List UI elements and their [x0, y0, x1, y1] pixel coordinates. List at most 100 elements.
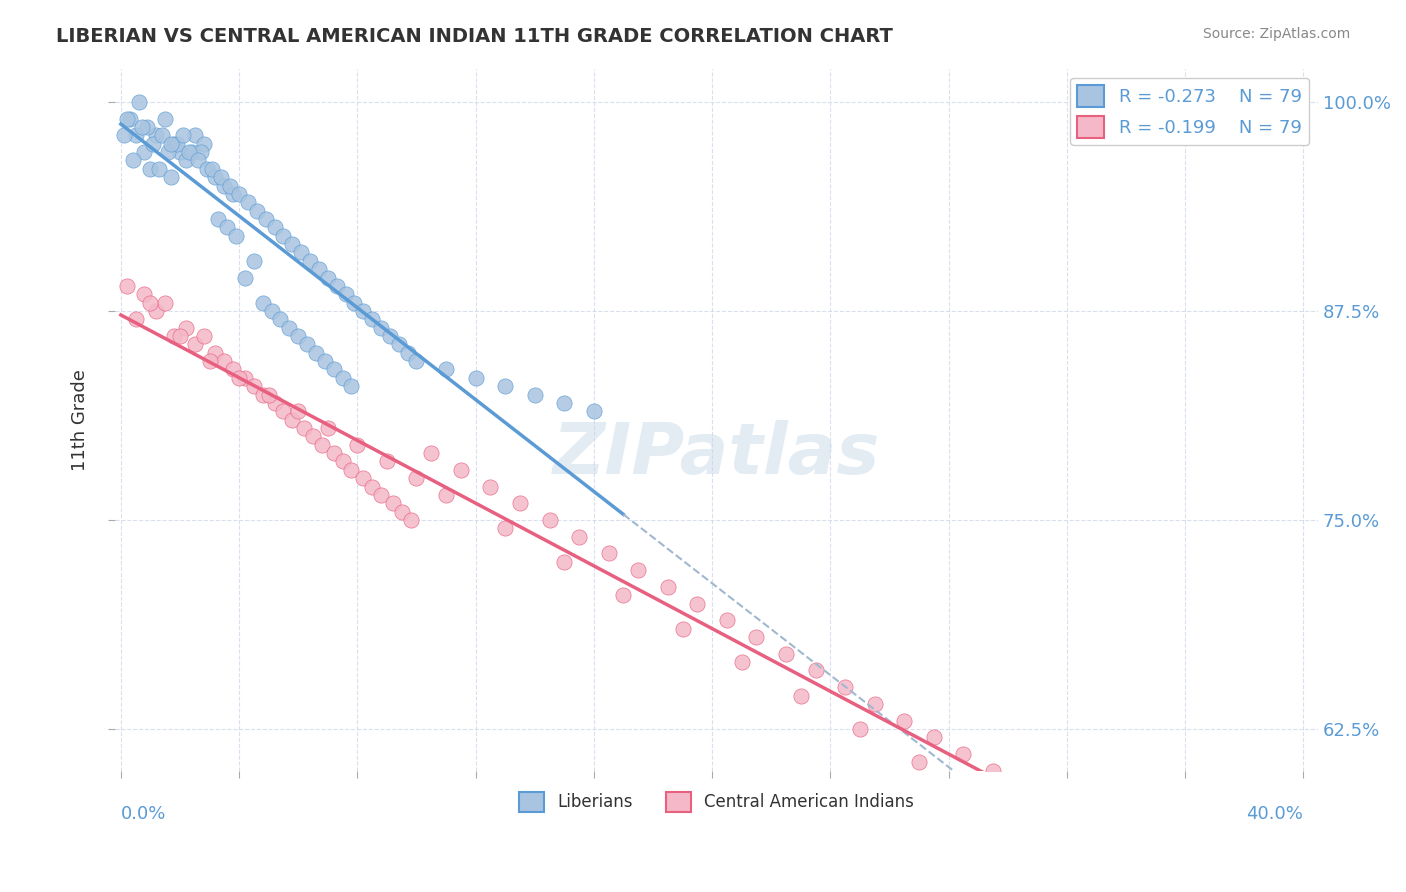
- Point: [174, 153, 197, 168]
- Point: [922, 731, 945, 745]
- Point: [612, 588, 634, 602]
- Point: [405, 354, 427, 368]
- Point: [287, 329, 309, 343]
- Point: [254, 212, 277, 227]
- Point: [299, 253, 322, 268]
- Point: [252, 295, 274, 310]
- Point: [124, 128, 146, 143]
- Point: [981, 764, 1004, 778]
- Point: [257, 387, 280, 401]
- Point: [450, 463, 472, 477]
- Point: [260, 304, 283, 318]
- Point: [657, 580, 679, 594]
- Point: [157, 145, 180, 160]
- Point: [174, 320, 197, 334]
- Point: [233, 270, 256, 285]
- Point: [246, 203, 269, 218]
- Point: [804, 664, 827, 678]
- Point: [209, 170, 232, 185]
- Point: [169, 145, 191, 160]
- Point: [228, 186, 250, 201]
- Point: [370, 320, 392, 334]
- Point: [790, 689, 813, 703]
- Point: [295, 337, 318, 351]
- Point: [399, 513, 422, 527]
- Point: [671, 622, 693, 636]
- Point: [553, 555, 575, 569]
- Point: [115, 112, 138, 126]
- Point: [193, 329, 215, 343]
- Point: [131, 120, 153, 134]
- Point: [346, 438, 368, 452]
- Text: Source: ZipAtlas.com: Source: ZipAtlas.com: [1202, 27, 1350, 41]
- Text: 0.0%: 0.0%: [121, 805, 166, 823]
- Point: [391, 505, 413, 519]
- Point: [219, 178, 242, 193]
- Point: [287, 404, 309, 418]
- Point: [314, 354, 336, 368]
- Point: [322, 362, 344, 376]
- Point: [153, 112, 176, 126]
- Point: [745, 630, 768, 644]
- Point: [153, 295, 176, 310]
- Point: [172, 128, 194, 143]
- Point: [184, 337, 207, 351]
- Point: [273, 228, 295, 243]
- Text: ZIPatlas: ZIPatlas: [553, 420, 880, 489]
- Point: [686, 597, 709, 611]
- Point: [381, 496, 404, 510]
- Point: [893, 714, 915, 728]
- Point: [523, 387, 546, 401]
- Point: [340, 379, 363, 393]
- Point: [163, 136, 186, 151]
- Point: [263, 396, 285, 410]
- Point: [195, 161, 218, 176]
- Point: [278, 320, 301, 334]
- Point: [290, 245, 312, 260]
- Point: [121, 153, 143, 168]
- Point: [214, 178, 236, 193]
- Point: [731, 655, 754, 669]
- Point: [716, 613, 738, 627]
- Point: [217, 220, 239, 235]
- Point: [340, 463, 363, 477]
- Point: [509, 496, 531, 510]
- Point: [225, 228, 247, 243]
- Point: [148, 161, 170, 176]
- Point: [136, 120, 159, 134]
- Point: [292, 421, 315, 435]
- Point: [1011, 780, 1033, 795]
- Point: [378, 329, 401, 343]
- Point: [142, 136, 165, 151]
- Point: [184, 128, 207, 143]
- Point: [190, 145, 212, 160]
- Y-axis label: 11th Grade: 11th Grade: [72, 368, 89, 471]
- Point: [1099, 830, 1122, 845]
- Point: [269, 312, 291, 326]
- Point: [243, 379, 266, 393]
- Point: [405, 471, 427, 485]
- Point: [908, 756, 931, 770]
- Point: [361, 479, 384, 493]
- Point: [139, 295, 162, 310]
- Point: [1040, 797, 1063, 812]
- Point: [198, 354, 221, 368]
- Point: [236, 195, 259, 210]
- Point: [311, 438, 333, 452]
- Point: [193, 136, 215, 151]
- Point: [160, 170, 183, 185]
- Point: [316, 270, 339, 285]
- Point: [124, 312, 146, 326]
- Point: [352, 471, 374, 485]
- Text: LIBERIAN VS CENTRAL AMERICAN INDIAN 11TH GRADE CORRELATION CHART: LIBERIAN VS CENTRAL AMERICAN INDIAN 11TH…: [56, 27, 893, 45]
- Point: [434, 488, 457, 502]
- Point: [302, 429, 325, 443]
- Point: [177, 145, 200, 160]
- Point: [308, 262, 330, 277]
- Point: [207, 212, 229, 227]
- Point: [582, 404, 605, 418]
- Point: [160, 136, 183, 151]
- Legend: Liberians, Central American Indians: Liberians, Central American Indians: [512, 785, 921, 819]
- Point: [145, 304, 167, 318]
- Point: [627, 563, 650, 577]
